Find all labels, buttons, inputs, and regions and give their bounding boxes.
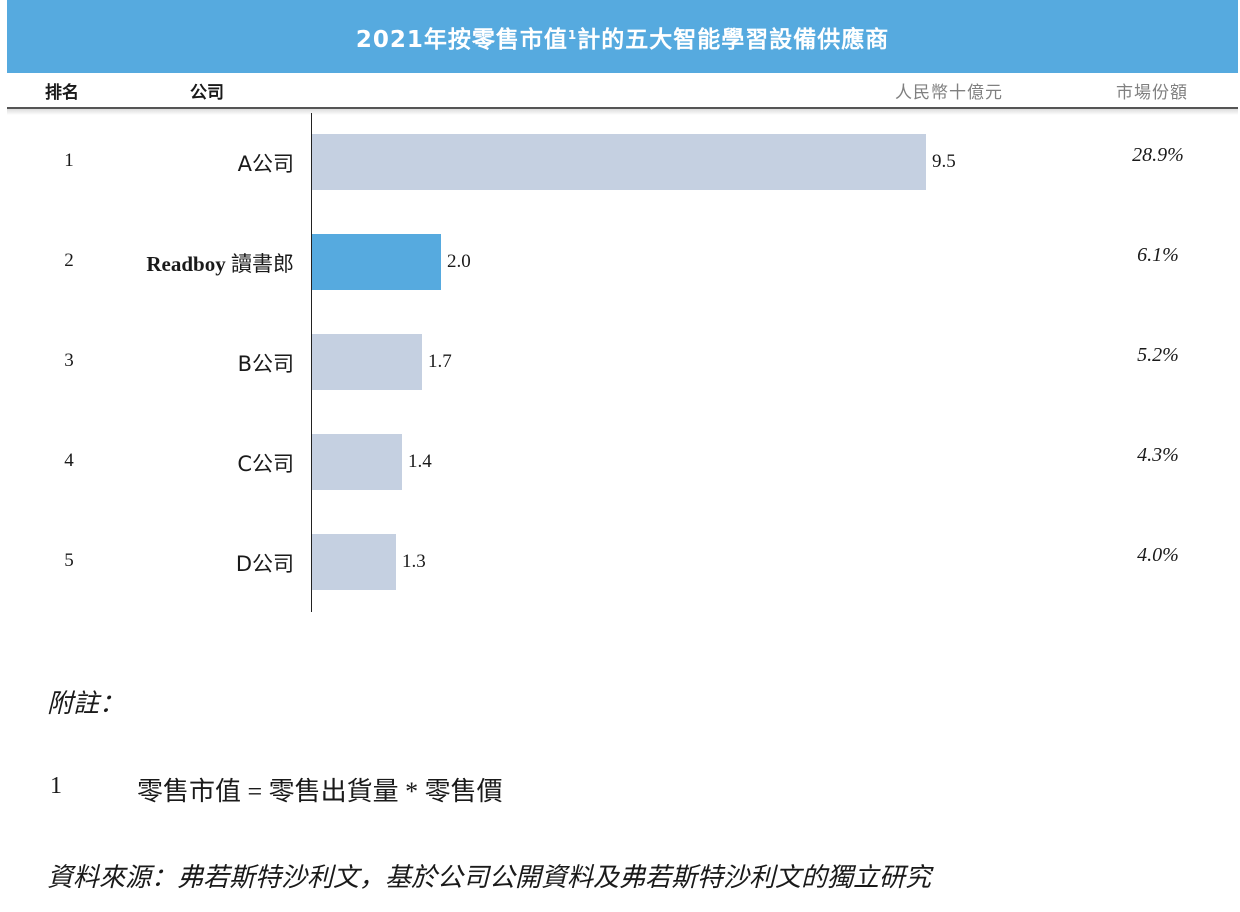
bar (312, 434, 402, 490)
market-share-value: 5.2% (1137, 344, 1179, 366)
source-note: 資料來源：弗若斯特沙利文，基於公司公開資料及弗若斯特沙利文的獨立研究 (47, 863, 932, 892)
bar (312, 234, 441, 290)
note-number: 1 (50, 773, 62, 799)
bar-value-label: 2.0 (447, 251, 471, 272)
company-name: B公司 (237, 352, 294, 376)
rank-label: 3 (64, 350, 74, 371)
bar (312, 334, 422, 390)
header-divider-shadow (7, 109, 1238, 115)
header-unit: 人民幣十億元 (895, 83, 1003, 103)
notes-label: 附註： (47, 689, 126, 718)
header-company: 公司 (190, 83, 224, 103)
company-name: D公司 (235, 552, 294, 576)
chart-title-footnote-marker: 1 (567, 27, 578, 42)
header-market-share: 市場份額 (1116, 83, 1188, 103)
bar-value-label: 1.4 (408, 451, 432, 472)
header-divider (7, 107, 1238, 109)
rank-label: 1 (64, 150, 74, 171)
company-label: A公司 (238, 148, 294, 178)
chart-axis-line (311, 113, 312, 612)
company-label: B公司 (238, 348, 294, 378)
company-label: Readboy 讀書郎 (146, 248, 294, 278)
chart-title-main: 2021年按零售市值 (355, 26, 568, 53)
note-text: 零售市值 = 零售出貨量 * 零售價 (137, 777, 503, 806)
bar (312, 534, 396, 590)
company-brand: Readboy (146, 252, 226, 276)
company-label: C公司 (237, 448, 294, 478)
chart-title-suffix: 計的五大智能學習設備供應商 (577, 26, 890, 53)
chart-title: 2021年按零售市值 1 計的五大智能學習設備供應商 (7, 0, 1238, 73)
bar (312, 134, 926, 190)
bar-value-label: 9.5 (932, 151, 956, 172)
market-share-value: 6.1% (1137, 244, 1179, 266)
market-share-value: 28.9% (1132, 144, 1184, 166)
bar-value-label: 1.7 (428, 351, 452, 372)
company-name: A公司 (237, 152, 294, 176)
company-name: C公司 (237, 452, 294, 476)
company-name: 讀書郎 (231, 252, 294, 276)
market-share-value: 4.0% (1137, 544, 1179, 566)
header-rank: 排名 (45, 83, 79, 103)
company-label: D公司 (236, 548, 294, 578)
rank-label: 2 (64, 250, 74, 271)
market-share-value: 4.3% (1137, 444, 1179, 466)
rank-label: 5 (64, 550, 74, 571)
bar-value-label: 1.3 (402, 551, 426, 572)
rank-label: 4 (64, 450, 74, 471)
